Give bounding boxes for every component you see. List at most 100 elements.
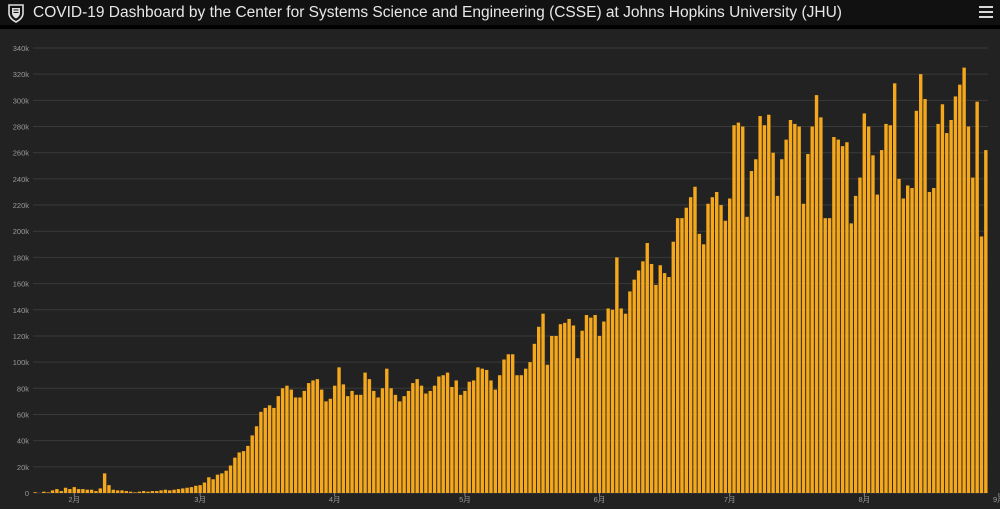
- bar[interactable]: [120, 490, 124, 493]
- bar[interactable]: [984, 150, 988, 493]
- bar[interactable]: [758, 116, 762, 493]
- bar[interactable]: [102, 473, 107, 493]
- bar[interactable]: [767, 114, 771, 493]
- bar[interactable]: [979, 236, 984, 493]
- bar[interactable]: [619, 308, 623, 493]
- bar[interactable]: [958, 84, 962, 494]
- bar[interactable]: [280, 388, 285, 493]
- bar[interactable]: [715, 191, 719, 493]
- bar[interactable]: [367, 379, 372, 493]
- bar[interactable]: [437, 376, 441, 493]
- bar[interactable]: [380, 388, 385, 493]
- bar[interactable]: [528, 362, 532, 493]
- bar[interactable]: [107, 485, 111, 493]
- bar[interactable]: [584, 315, 589, 493]
- bar[interactable]: [945, 133, 949, 493]
- bar[interactable]: [402, 396, 406, 493]
- bar[interactable]: [510, 354, 515, 493]
- bar[interactable]: [311, 380, 315, 493]
- bar[interactable]: [524, 368, 528, 493]
- bar[interactable]: [745, 216, 749, 493]
- bar[interactable]: [806, 154, 810, 493]
- bar[interactable]: [393, 394, 398, 493]
- bar[interactable]: [914, 110, 919, 493]
- bar[interactable]: [801, 203, 806, 493]
- bar[interactable]: [645, 243, 649, 493]
- bar[interactable]: [207, 477, 211, 493]
- bar[interactable]: [858, 177, 862, 493]
- bar[interactable]: [150, 491, 155, 493]
- bar[interactable]: [289, 389, 293, 493]
- bar[interactable]: [797, 126, 801, 493]
- bar[interactable]: [749, 171, 754, 493]
- bar[interactable]: [636, 270, 641, 494]
- bar[interactable]: [701, 244, 706, 493]
- bar[interactable]: [845, 142, 849, 493]
- bar[interactable]: [111, 489, 115, 493]
- bar[interactable]: [615, 257, 619, 493]
- bar[interactable]: [250, 435, 254, 493]
- bar[interactable]: [580, 330, 584, 493]
- bar[interactable]: [463, 390, 467, 493]
- bar[interactable]: [654, 284, 658, 493]
- bar[interactable]: [497, 375, 502, 493]
- bar[interactable]: [76, 489, 81, 493]
- bar[interactable]: [350, 390, 354, 493]
- bar[interactable]: [754, 159, 758, 493]
- bar[interactable]: [194, 485, 198, 493]
- bar[interactable]: [189, 487, 194, 493]
- bar[interactable]: [919, 74, 923, 494]
- bar[interactable]: [610, 309, 615, 493]
- bar[interactable]: [576, 358, 580, 493]
- bar[interactable]: [541, 313, 545, 493]
- bar[interactable]: [489, 380, 493, 493]
- bar[interactable]: [962, 67, 966, 493]
- bar[interactable]: [298, 397, 302, 493]
- bar[interactable]: [285, 385, 289, 493]
- bar[interactable]: [658, 265, 662, 493]
- bar[interactable]: [641, 261, 645, 493]
- bar[interactable]: [597, 335, 602, 493]
- bar[interactable]: [897, 178, 901, 493]
- bar[interactable]: [467, 381, 471, 493]
- bar[interactable]: [554, 335, 558, 493]
- bar[interactable]: [241, 451, 246, 493]
- bar[interactable]: [63, 487, 68, 493]
- bar[interactable]: [814, 95, 819, 494]
- bar[interactable]: [515, 375, 519, 493]
- bar[interactable]: [94, 491, 98, 493]
- bar[interactable]: [259, 411, 263, 493]
- bar[interactable]: [550, 335, 554, 493]
- bar[interactable]: [254, 426, 259, 493]
- bar[interactable]: [788, 119, 793, 494]
- bar[interactable]: [871, 155, 875, 493]
- bar[interactable]: [671, 241, 675, 493]
- bar[interactable]: [363, 372, 367, 493]
- hamburger-menu-icon[interactable]: [978, 3, 994, 19]
- bar[interactable]: [359, 394, 363, 493]
- bar[interactable]: [172, 489, 176, 493]
- bar[interactable]: [719, 205, 723, 493]
- bar[interactable]: [680, 218, 684, 493]
- bar[interactable]: [389, 388, 393, 493]
- bar[interactable]: [732, 125, 736, 493]
- bar[interactable]: [728, 198, 732, 493]
- bar[interactable]: [50, 490, 55, 493]
- bar[interactable]: [159, 490, 163, 493]
- bar[interactable]: [649, 263, 654, 493]
- bar[interactable]: [372, 390, 376, 493]
- bar[interactable]: [272, 407, 276, 493]
- bar[interactable]: [115, 490, 120, 493]
- bar[interactable]: [293, 397, 298, 493]
- bar[interactable]: [888, 125, 893, 493]
- bar[interactable]: [949, 119, 953, 494]
- bar[interactable]: [450, 386, 454, 493]
- bar[interactable]: [185, 487, 189, 493]
- bar[interactable]: [901, 198, 906, 493]
- bar[interactable]: [142, 491, 146, 493]
- bar[interactable]: [519, 375, 524, 493]
- bar[interactable]: [202, 482, 207, 493]
- bar[interactable]: [697, 233, 702, 493]
- bar[interactable]: [884, 123, 888, 493]
- bar[interactable]: [168, 490, 172, 493]
